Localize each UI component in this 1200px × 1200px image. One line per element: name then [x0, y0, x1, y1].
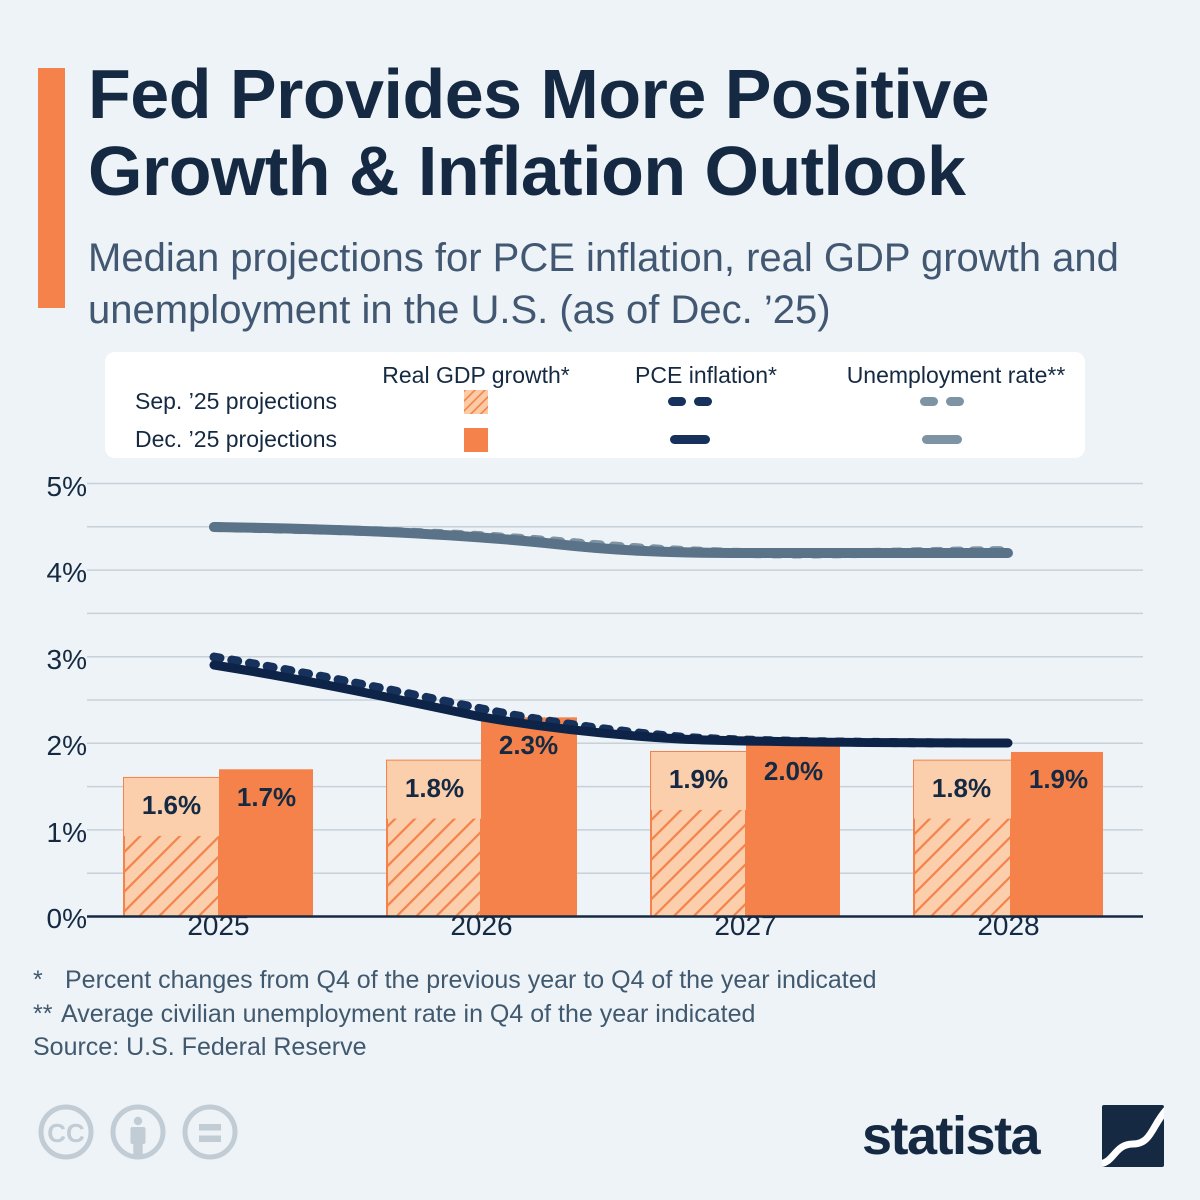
svg-text:statista: statista	[862, 1106, 1042, 1166]
svg-text:CC: CC	[47, 1118, 85, 1148]
